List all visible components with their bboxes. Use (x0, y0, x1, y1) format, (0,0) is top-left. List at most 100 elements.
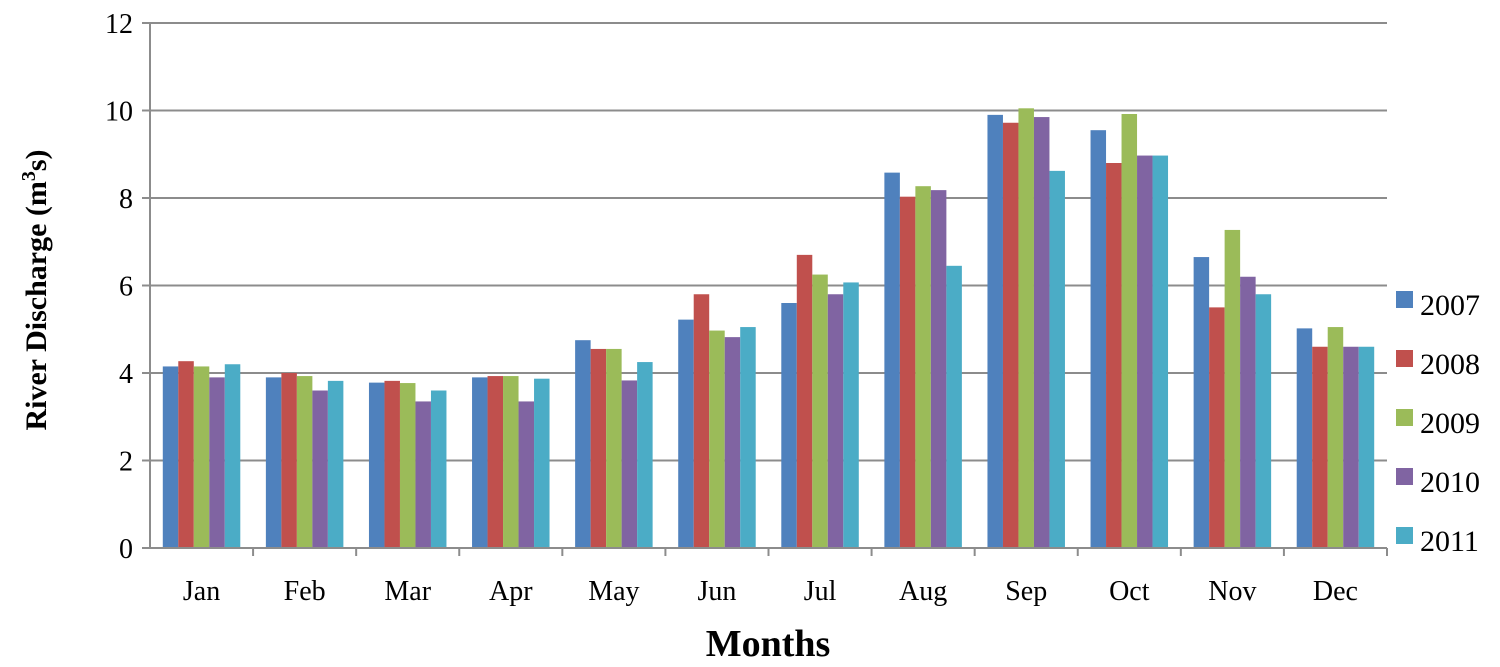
bar-2011-Feb (327, 380, 344, 548)
bar-2010-Jan (209, 377, 225, 548)
bar-2010-Nov (1240, 276, 1256, 548)
bar-2010-Oct (1137, 155, 1153, 548)
bar-2007-Dec (1296, 328, 1313, 548)
bar-2007-Feb (265, 377, 282, 548)
bar-2010-Mar (415, 401, 431, 548)
bar-2011-Aug (946, 265, 962, 548)
bar-2010-Feb (312, 390, 328, 548)
bar-2007-May (575, 340, 591, 548)
bar-2008-Jan (178, 361, 194, 548)
bar-2008-Feb (281, 373, 297, 548)
x-tick-label: May (588, 576, 639, 607)
legend-label: 2011 (1420, 525, 1479, 558)
x-tick-label: Apr (489, 576, 533, 607)
bar-2011-Oct (1152, 155, 1169, 548)
bar-2011-Sep (1049, 170, 1065, 548)
y-tick-label: 6 (119, 272, 133, 303)
bar-2007-Jun (678, 319, 694, 548)
x-tick-label: Jul (804, 576, 837, 607)
bar-2011-Mar (430, 390, 447, 548)
bar-2011-Dec (1358, 346, 1375, 548)
bar-2011-Jun (740, 327, 756, 548)
legend-label: 2007 (1420, 289, 1480, 322)
legend-label: 2008 (1420, 348, 1480, 381)
bar-2009-Jun (709, 330, 725, 548)
bar-2007-Sep (987, 114, 1003, 548)
bar-2009-Oct (1121, 114, 1138, 548)
axes (149, 23, 1388, 556)
legend-swatch (1396, 350, 1413, 367)
bar-2007-Aug (884, 172, 900, 548)
x-tick-label: Nov (1208, 576, 1256, 607)
legend: 2007 2008 2009 2010 2011 (1396, 289, 1480, 558)
bar-2009-Feb (296, 376, 313, 548)
bar-2011-Jul (843, 282, 859, 548)
bar-2008-Dec (1312, 346, 1328, 548)
bar-2009-Nov (1224, 229, 1241, 548)
y-axis-title-sup: 3 (18, 171, 40, 181)
bar-2008-Jul (796, 254, 813, 548)
gridlines (142, 22, 1387, 549)
x-tick-label: Mar (384, 576, 431, 607)
bar-2009-Aug (915, 186, 931, 548)
bar-2008-Mar (384, 380, 400, 548)
bar-2010-May (621, 380, 638, 548)
x-tick-label: Oct (1109, 576, 1150, 607)
legend-label: 2010 (1420, 466, 1480, 499)
bar-2008-Nov (1209, 307, 1225, 548)
bar-2009-May (606, 348, 622, 548)
x-tick-label: Feb (284, 576, 326, 607)
bar-2009-Apr (503, 376, 519, 548)
y-tick-label: 4 (119, 359, 133, 390)
y-tick-label: 8 (119, 184, 133, 215)
x-tick-label: Jan (183, 576, 220, 607)
x-tick-labels: Jan Feb Mar Apr May Jun Jul Aug Sep Oct Nov Dec (183, 576, 1358, 607)
x-tick-label: Dec (1313, 576, 1358, 607)
bar-2008-Oct (1106, 163, 1122, 548)
x-tick-label: Aug (899, 576, 947, 607)
bar-2009-Sep (1018, 108, 1034, 548)
bar-2010-Apr (518, 401, 535, 548)
bar-2009-Jan (193, 366, 210, 548)
bar-2011-May (637, 362, 653, 548)
legend-swatch (1396, 409, 1413, 426)
x-tick-label: Sep (1005, 576, 1047, 607)
y-axis-title-main: River Discharge (m (20, 181, 53, 430)
bar-2007-Jan (162, 366, 179, 548)
y-axis-title-end: s) (20, 149, 53, 171)
bar-2011-Apr (534, 378, 550, 548)
bar-2008-Aug (899, 196, 916, 548)
bar-2009-Mar (399, 383, 416, 548)
bar-2008-Apr (487, 376, 504, 548)
y-tick-label: 12 (105, 9, 133, 40)
bar-2007-Oct (1090, 130, 1107, 548)
legend-swatch (1396, 468, 1413, 485)
bar-2009-Jul (812, 274, 828, 548)
bar-2009-Dec (1327, 327, 1344, 548)
y-tick-label: 2 (119, 447, 133, 478)
bar-2010-Sep (1033, 117, 1050, 548)
x-tick-label: Jun (698, 576, 737, 607)
bar-2010-Jun (724, 337, 741, 548)
bars (162, 108, 1375, 548)
y-tick-label: 0 (119, 534, 133, 565)
bar-2007-Nov (1193, 257, 1210, 548)
bar-2010-Dec (1343, 346, 1359, 548)
bar-2010-Jul (827, 294, 844, 548)
bar-2007-Jul (781, 303, 797, 548)
bar-2007-Apr (472, 377, 488, 548)
bar-2007-Mar (368, 382, 385, 548)
bar-2008-Sep (1002, 122, 1019, 548)
y-axis-title: River Discharge (m3s) (18, 149, 53, 430)
bar-2008-Jun (693, 294, 710, 548)
bar-2010-Aug (930, 190, 947, 548)
x-axis-title: Months (706, 623, 831, 665)
legend-label: 2009 (1420, 407, 1480, 440)
legend-swatch (1396, 291, 1413, 308)
y-tick-labels: 0 2 4 6 8 10 12 (105, 9, 133, 565)
bar-2011-Jan (224, 364, 241, 548)
bar-2008-May (590, 348, 607, 548)
y-tick-label: 10 (105, 97, 133, 128)
bar-2011-Nov (1255, 294, 1272, 548)
